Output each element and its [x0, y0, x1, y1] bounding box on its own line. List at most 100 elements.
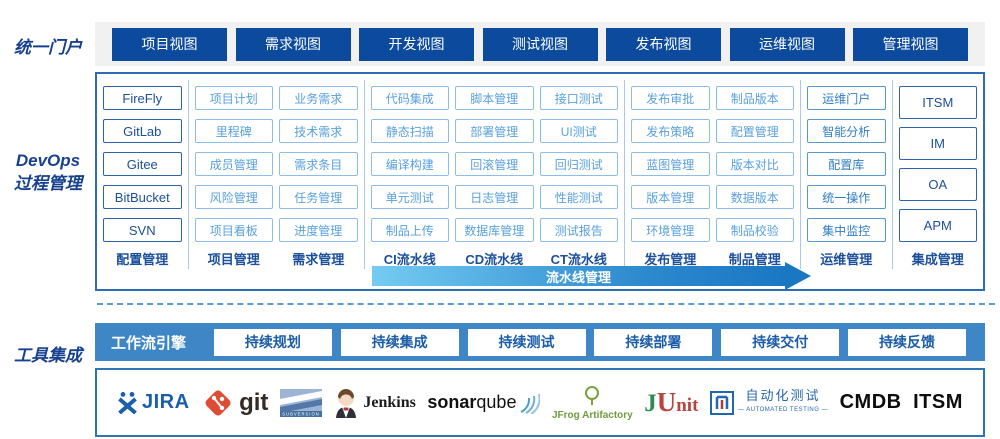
module-box[interactable]: 回滚管理	[455, 152, 534, 176]
module-box[interactable]: 技术需求	[279, 119, 358, 143]
module-box[interactable]: 部署管理	[455, 119, 534, 143]
jfrog-logo-text: JFrog Artifactory	[551, 409, 633, 421]
module-box[interactable]: 测试报告	[539, 218, 618, 242]
git-logo: git	[201, 388, 269, 417]
section-divider	[97, 303, 995, 305]
process-column-2: 项目计划 里程碑 成员管理 风险管理 项目看板 项目管理	[194, 86, 273, 289]
module-box[interactable]: 任务管理	[279, 185, 358, 209]
module-box[interactable]: 项目看板	[194, 218, 273, 242]
module-box[interactable]: 版本对比	[715, 152, 794, 176]
process-column-5: 脚本管理 部署管理 回滚管理 日志管理 数据库管理 CD流水线	[455, 86, 534, 289]
sonarqube-waves-icon	[520, 393, 541, 414]
workflow-stage-2[interactable]: 持续集成	[340, 328, 459, 356]
portal-view-button-6[interactable]: 运维视图	[729, 27, 845, 61]
portal-view-button-4[interactable]: 测试视图	[482, 27, 598, 61]
portal-view-button-7[interactable]: 管理视图	[853, 27, 968, 61]
module-box[interactable]: 代码集成	[370, 86, 449, 110]
workflow-stage-6[interactable]: 持续反馈	[848, 328, 967, 356]
portal-view-button-3[interactable]: 开发视图	[359, 27, 474, 61]
module-box[interactable]: ITSM	[898, 86, 977, 119]
workflow-stage-1[interactable]: 持续规划	[213, 328, 332, 356]
process-section-label: DevOps 过程管理	[3, 149, 93, 195]
module-box[interactable]: 编译构建	[370, 152, 449, 176]
module-box[interactable]: 制品版本	[715, 86, 794, 110]
module-box[interactable]: BitBucket	[103, 185, 182, 209]
module-box[interactable]: 需求条目	[279, 152, 358, 176]
module-box[interactable]: 智能分析	[807, 119, 886, 143]
module-box[interactable]: 制品校验	[715, 218, 794, 242]
junit-j: J	[644, 390, 657, 417]
module-box[interactable]: 回归测试	[539, 152, 618, 176]
git-logo-text: git	[239, 388, 269, 416]
module-box[interactable]: 项目计划	[194, 86, 273, 110]
portal-view-bar: 项目视图 需求视图 开发视图 测试视图 发布视图 运维视图 管理视图	[95, 22, 985, 66]
process-column-4: 代码集成静态扫描编译构建单元测试制品上传 CI流水线	[370, 86, 449, 289]
portal-view-button-1[interactable]: 项目视图	[112, 27, 227, 61]
cmdb-logo: CMDB	[840, 391, 902, 414]
workflow-stage-3[interactable]: 持续测试	[467, 328, 586, 356]
module-box[interactable]: 静态扫描	[370, 119, 449, 143]
process-column-items: 业务需求技术需求需求条目任务管理进度管理	[279, 86, 358, 242]
column-divider	[187, 80, 189, 269]
sonarqube-logo-text: sonarqube	[427, 392, 517, 412]
portal-section-label: 统一门户	[14, 38, 82, 57]
module-box[interactable]: UI测试	[539, 119, 618, 143]
module-box[interactable]: 制品上传	[370, 218, 449, 242]
process-column-items: 发布审批发布策略蓝图管理版本管理环境管理	[631, 86, 710, 242]
process-column-items: FireFly GitLab Gitee BitBucket SVN	[103, 86, 182, 242]
module-box[interactable]: 运维门户	[807, 86, 886, 110]
module-box[interactable]: 成员管理	[194, 152, 273, 176]
module-box[interactable]: 接口测试	[539, 86, 618, 110]
automated-testing-logo: 自动化测试 — AUTOMATED TESTING —	[709, 389, 829, 417]
process-label-line1: DevOps	[15, 151, 81, 170]
module-box[interactable]: 单元测试	[370, 185, 449, 209]
jfrog-artifactory-logo: JFrog Artifactory	[552, 385, 633, 421]
module-box[interactable]: 数据版本	[715, 185, 794, 209]
module-box[interactable]: 业务需求	[279, 86, 358, 110]
junit-u: U	[656, 387, 677, 417]
portal-view-button-5[interactable]: 发布视图	[606, 27, 721, 61]
module-box[interactable]: 配置库	[807, 152, 886, 176]
module-box[interactable]: 蓝图管理	[631, 152, 710, 176]
itsm-logo-text: ITSM	[913, 391, 963, 413]
jenkins-logo-text: Jenkins	[363, 393, 416, 411]
module-box[interactable]: 发布策略	[631, 119, 710, 143]
module-box[interactable]: 风险管理	[194, 185, 273, 209]
process-column-label: 发布管理	[644, 252, 697, 267]
module-box[interactable]: 集中监控	[807, 218, 886, 242]
module-box[interactable]: Gitee	[103, 152, 182, 176]
module-box[interactable]: 日志管理	[455, 185, 534, 209]
process-column-label: 制品管理	[728, 252, 781, 267]
module-box[interactable]: SVN	[103, 218, 182, 242]
module-box[interactable]: OA	[898, 168, 977, 201]
svg-text:SUBVERSION: SUBVERSION	[282, 411, 319, 416]
process-column-label: CI流水线	[383, 252, 436, 267]
workflow-bar: 工作流引擎 持续规划 持续集成 持续测试 持续部署 持续交付 持续反馈	[95, 323, 985, 361]
module-box[interactable]: 环境管理	[631, 218, 710, 242]
pipeline-arrow: 流水线管理	[372, 266, 785, 286]
workflow-stages: 持续规划 持续集成 持续测试 持续部署 持续交付 持续反馈	[205, 328, 975, 356]
module-box[interactable]: 数据库管理	[455, 218, 534, 242]
process-columns: FireFly GitLab Gitee BitBucket SVN 配置管理 项目计划里程…	[97, 74, 983, 289]
automated-testing-subtext: — AUTOMATED TESTING —	[737, 406, 829, 413]
process-column-items: 代码集成静态扫描编译构建单元测试制品上传	[370, 86, 449, 242]
module-box[interactable]: 里程碑	[194, 119, 273, 143]
tools-section-label: 工具集成	[14, 346, 82, 365]
workflow-stage-4[interactable]: 持续部署	[594, 328, 713, 356]
module-box[interactable]: 发布审批	[631, 86, 710, 110]
module-box[interactable]: GitLab	[103, 119, 182, 143]
module-box[interactable]: 配置管理	[715, 119, 794, 143]
tool-logos-panel: JIRA git SUBVERSION	[95, 368, 985, 437]
module-box[interactable]: IM	[898, 127, 977, 160]
module-box[interactable]: 脚本管理	[455, 86, 534, 110]
jenkins-butler-icon	[336, 388, 357, 418]
module-box[interactable]: 进度管理	[279, 218, 358, 242]
module-box[interactable]: 性能测试	[539, 185, 618, 209]
module-box[interactable]: 统一操作	[807, 185, 886, 209]
subversion-logo: SUBVERSION	[279, 388, 322, 417]
module-box[interactable]: 版本管理	[631, 185, 710, 209]
module-box[interactable]: FireFly	[103, 86, 182, 110]
module-box[interactable]: APM	[898, 209, 977, 242]
workflow-stage-5[interactable]: 持续交付	[721, 328, 840, 356]
portal-view-button-2[interactable]: 需求视图	[235, 27, 351, 61]
